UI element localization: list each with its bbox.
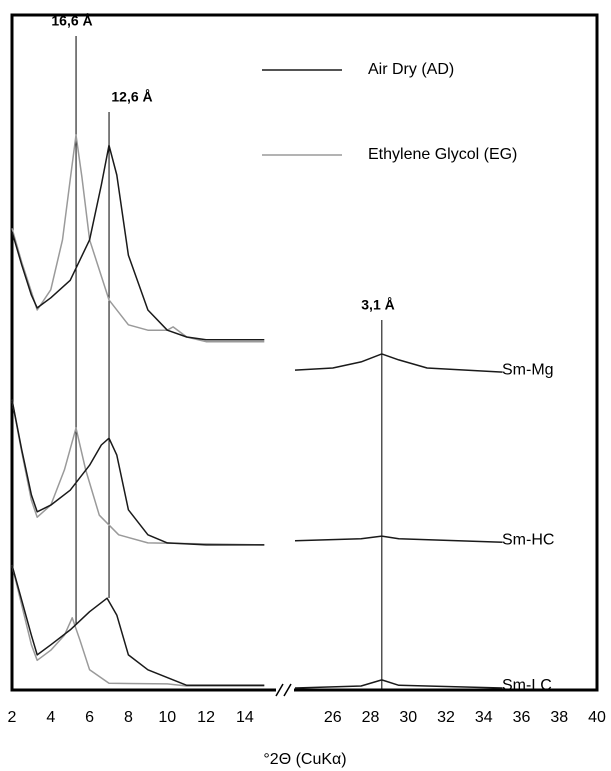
x-axis-title: °2Θ (CuKα) <box>263 751 346 768</box>
x-tick-label: 8 <box>124 709 133 726</box>
xrd-curve <box>11 134 265 343</box>
x-tick-label: 14 <box>236 709 254 726</box>
sample-label: Sm-LC <box>502 677 552 694</box>
sample-label: Sm-HC <box>502 531 554 548</box>
x-tick-label: 12 <box>197 709 215 726</box>
reference-label: 16,6 Å <box>51 13 92 29</box>
x-tick-label: 6 <box>85 709 94 726</box>
sample-label: Sm-Mg <box>502 361 554 378</box>
reference-label: 12,6 Å <box>111 89 152 105</box>
axis-break-mark <box>275 683 284 697</box>
xrd-curve <box>11 144 503 373</box>
x-tick-label: 30 <box>399 709 417 726</box>
xrd-curve <box>11 564 503 689</box>
x-tick-label: 4 <box>46 709 55 726</box>
xrd-curve <box>11 564 265 687</box>
x-tick-label: 38 <box>550 709 568 726</box>
x-tick-label: 32 <box>437 709 455 726</box>
x-tick-label: 26 <box>324 709 342 726</box>
legend-label: Air Dry (AD) <box>368 61 454 78</box>
x-tick-label: 10 <box>158 709 176 726</box>
x-tick-label: 40 <box>588 709 606 726</box>
xrd-curve <box>11 399 503 546</box>
x-tick-label: 28 <box>362 709 380 726</box>
x-tick-label: 2 <box>8 709 17 726</box>
legend-label: Ethylene Glycol (EG) <box>368 146 517 163</box>
axis-break-mark <box>283 683 292 697</box>
xrd-curve <box>11 399 265 546</box>
x-tick-label: 34 <box>475 709 493 726</box>
reference-label: 3,1 Å <box>361 297 394 313</box>
x-tick-label: 36 <box>513 709 531 726</box>
plot-frame <box>10 13 599 692</box>
